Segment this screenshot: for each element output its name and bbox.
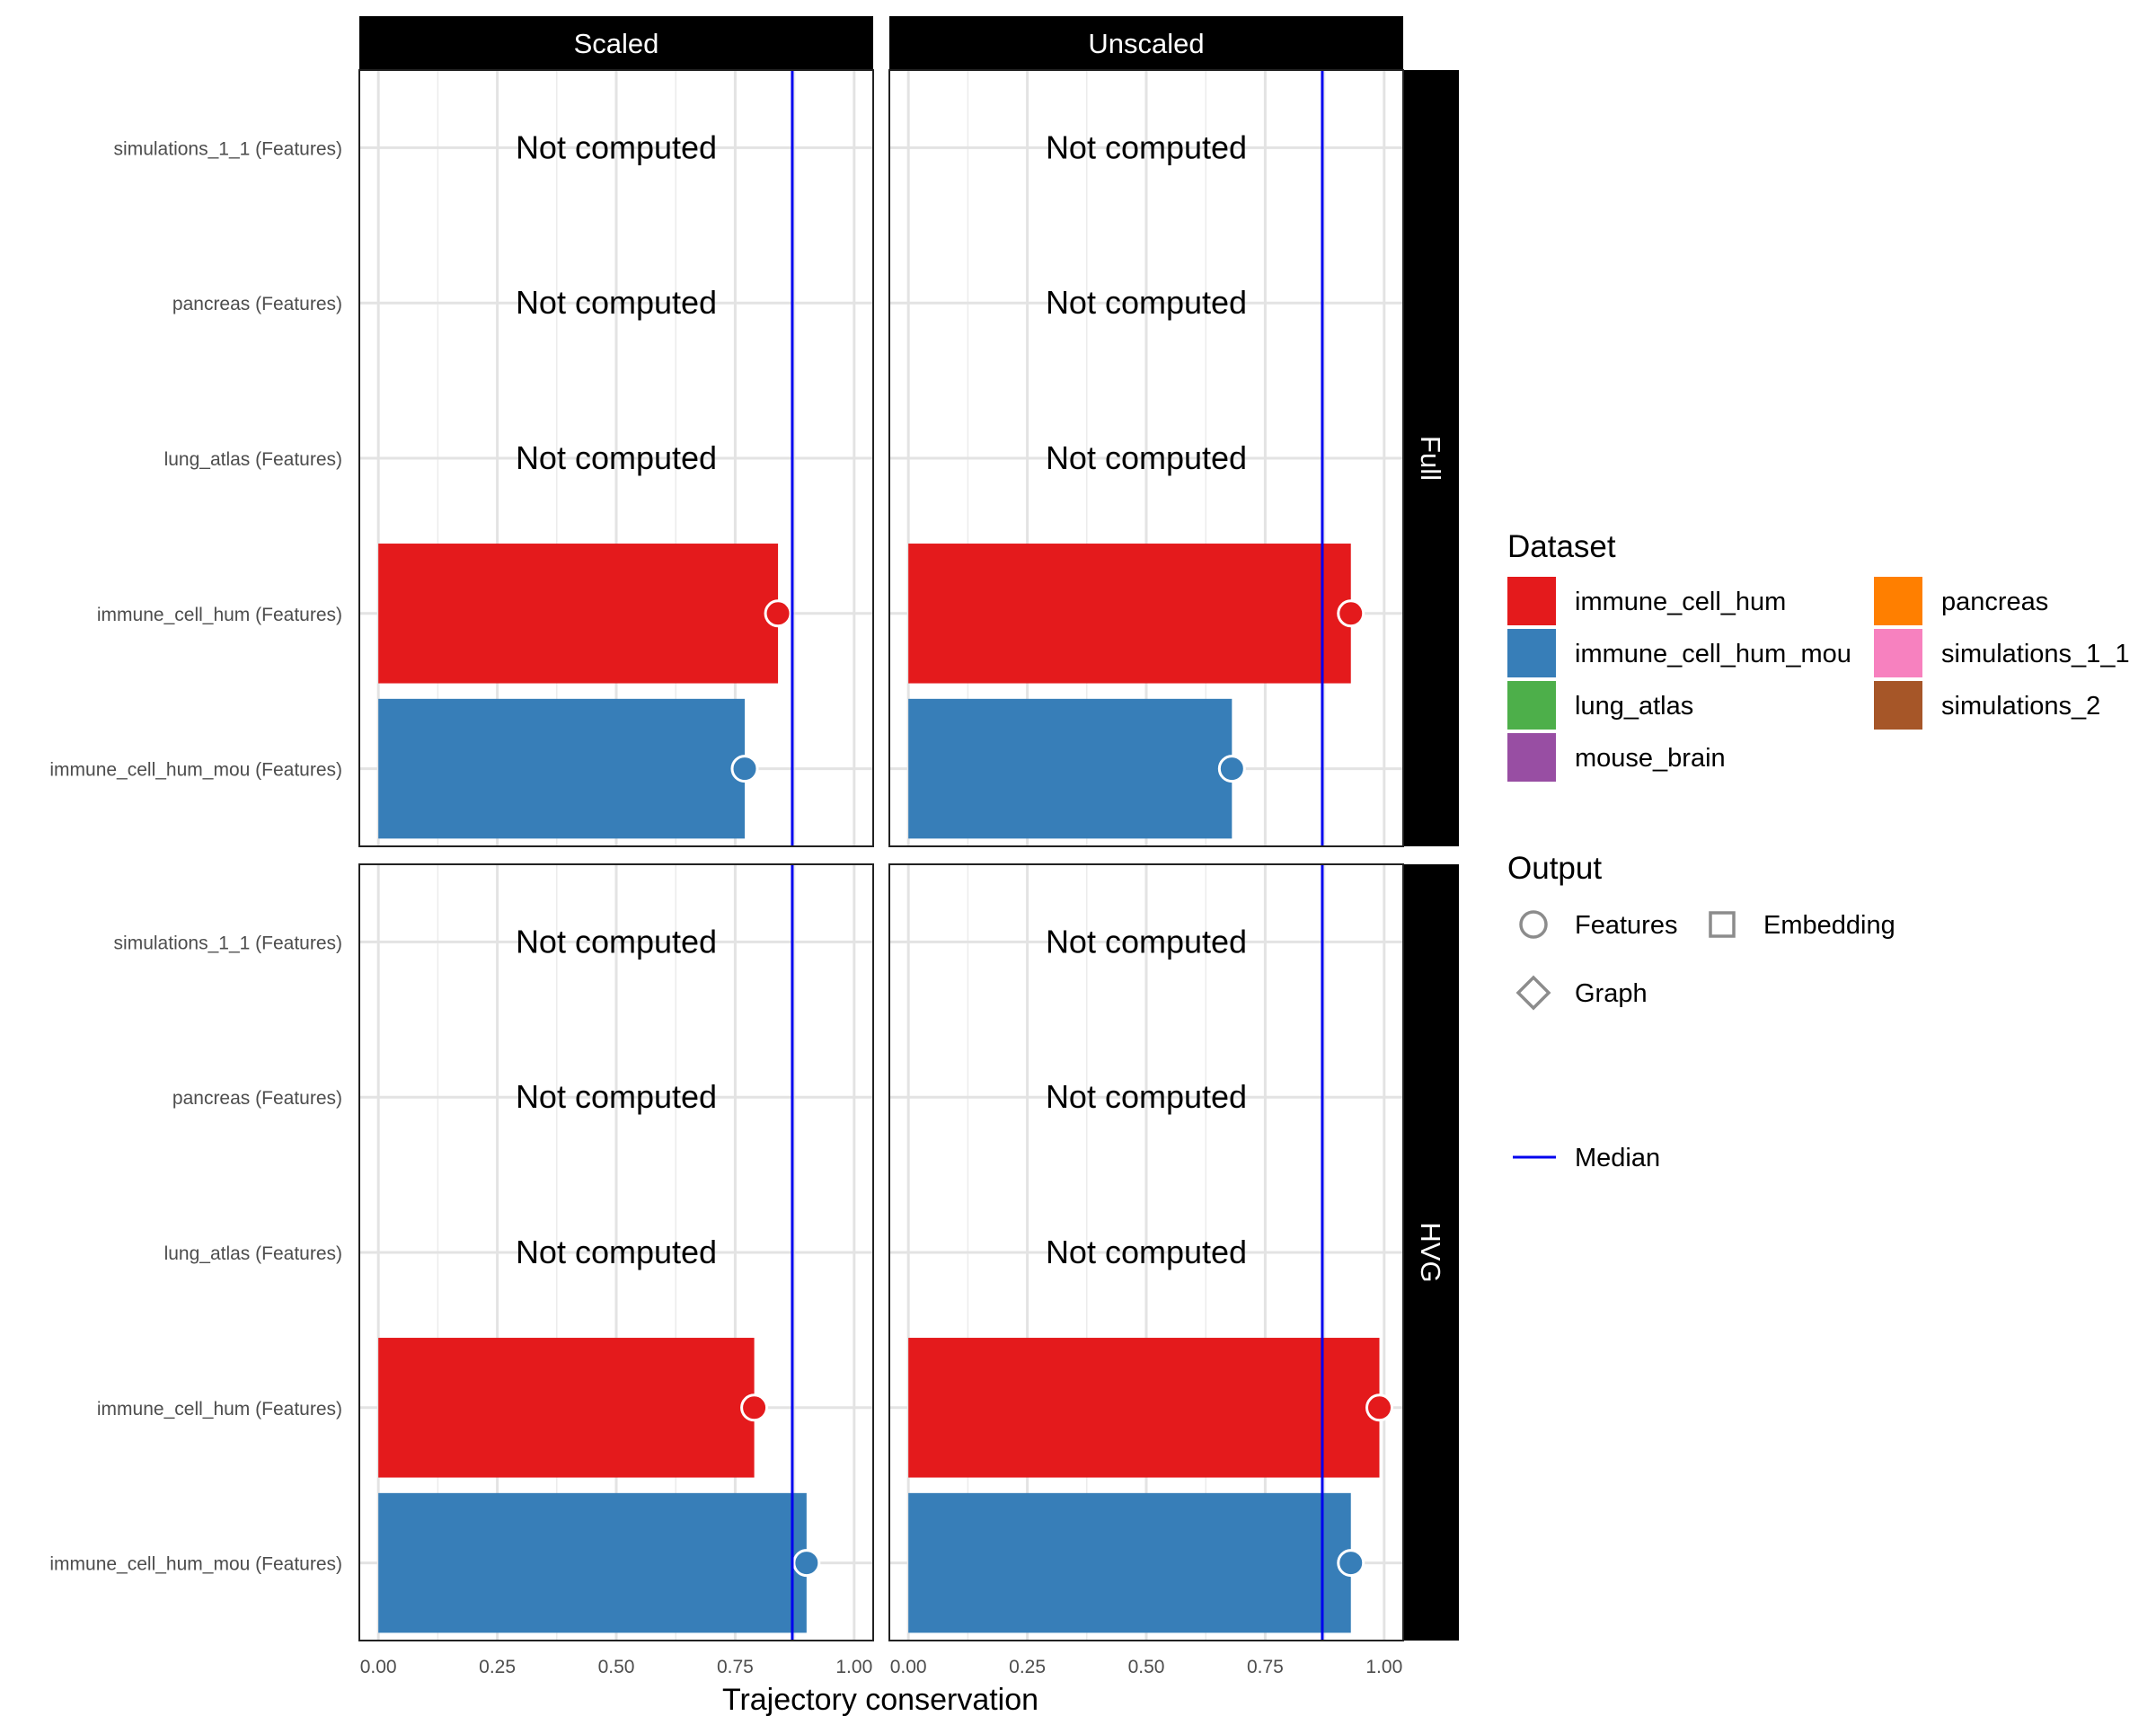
x-tick-label: 0.25: [479, 1657, 516, 1677]
legend-label-lung-atlas: lung_atlas: [1575, 692, 1693, 721]
point-features: [1217, 755, 1246, 783]
panel-border: [358, 863, 874, 1641]
x-tick-label: 0.75: [1247, 1657, 1284, 1677]
panel-border: [358, 69, 874, 847]
legend-label-median: Median: [1575, 1144, 1660, 1172]
legend-label-embedding: Embedding: [1763, 911, 1895, 940]
legend-title-dataset: Dataset: [1507, 529, 1616, 564]
x-tick-label: 0.50: [598, 1657, 635, 1677]
legend-shape-square: [1709, 911, 1736, 938]
point-features: [740, 1393, 769, 1422]
x-tick-label: 1.00: [835, 1657, 872, 1677]
y-tick-label: lung_atlas (Features): [164, 1243, 342, 1264]
facet-label-unscaled: Unscaled: [1088, 28, 1204, 59]
not-computed-label: Not computed: [1046, 128, 1247, 165]
x-tick-label: 0.25: [1009, 1657, 1046, 1677]
y-tick-label: lung_atlas (Features): [164, 449, 342, 470]
y-tick-label: immune_cell_hum (Features): [97, 1399, 342, 1420]
not-computed-label: Not computed: [516, 284, 717, 321]
legend-label-simulations-1-1: simulations_1_1: [1941, 640, 2130, 668]
legend-swatch-simulations-2: [1874, 681, 1922, 730]
panel-unscaled-full: Not computed Not computed Not computed: [888, 69, 1404, 847]
bar: [378, 698, 745, 839]
bar: [378, 1492, 807, 1633]
legend-swatch-lung-atlas: [1507, 681, 1556, 730]
not-computed-label: Not computed: [1046, 923, 1247, 960]
not-computed-label: Not computed: [1046, 1234, 1247, 1270]
x-tick-label: 0.50: [1128, 1657, 1165, 1677]
y-tick-label: immune_cell_hum_mou (Features): [49, 1554, 342, 1575]
bar: [378, 544, 779, 684]
facet-strip-hvg: [1403, 864, 1459, 1641]
x-tick-label: 0.00: [890, 1657, 927, 1677]
bar: [908, 1338, 1380, 1478]
not-computed-label: Not computed: [1046, 439, 1247, 476]
point-features: [1337, 1549, 1365, 1578]
legend-swatch-immune-cell-hum: [1507, 577, 1556, 625]
x-tick-label: 1.00: [1365, 1657, 1402, 1677]
panel-border: [888, 863, 1404, 1641]
facet-label-full: Full: [1415, 436, 1446, 481]
point-features: [1365, 1393, 1394, 1422]
legend-swatch-pancreas: [1874, 577, 1922, 625]
point-features: [764, 599, 792, 628]
bar: [908, 698, 1233, 839]
y-tick-label: simulations_1_1 (Features): [114, 933, 342, 953]
not-computed-label: Not computed: [516, 128, 717, 165]
facet-strip-unscaled: [889, 16, 1403, 70]
panel-scaled-full: Not computed Not computed Not computed: [358, 69, 874, 847]
legend-label-mouse-brain: mouse_brain: [1575, 744, 1726, 773]
not-computed-label: Not computed: [516, 1234, 717, 1270]
not-computed-label: Not computed: [516, 1078, 717, 1115]
legend-label-immune-cell-hum: immune_cell_hum: [1575, 588, 1786, 616]
bar: [908, 1492, 1351, 1633]
x-tick-label: 0.00: [360, 1657, 397, 1677]
x-tick-label: 0.75: [717, 1657, 754, 1677]
point-features: [730, 755, 759, 783]
point-features: [1337, 599, 1365, 628]
legend-shape-circle: [1519, 910, 1548, 939]
y-tick-label: immune_cell_hum_mou (Features): [49, 760, 342, 781]
x-axis-title: Trajectory conservation: [722, 1683, 1038, 1717]
bar: [908, 544, 1351, 684]
facet-label-hvg: HVG: [1415, 1222, 1446, 1282]
panel-border: [888, 69, 1404, 847]
not-computed-label: Not computed: [1046, 1078, 1247, 1115]
legend-label-simulations-2: simulations_2: [1941, 692, 2100, 721]
legend-swatch-immune-cell-hum-mou: [1507, 629, 1556, 677]
y-tick-label: pancreas (Features): [172, 1088, 342, 1109]
y-tick-label: immune_cell_hum (Features): [97, 605, 342, 625]
legend-title-output: Output: [1507, 851, 1602, 886]
not-computed-label: Not computed: [516, 923, 717, 960]
legend-swatch-simulations-1-1: [1874, 629, 1922, 677]
y-tick-label: simulations_1_1 (Features): [114, 138, 342, 159]
facet-strip-scaled: [359, 16, 873, 70]
not-computed-label: Not computed: [516, 439, 717, 476]
legend-label-graph: Graph: [1575, 979, 1648, 1008]
panel-unscaled-hvg: Not computed Not computed Not computed: [888, 863, 1404, 1641]
not-computed-label: Not computed: [1046, 284, 1247, 321]
point-features: [792, 1549, 821, 1578]
facet-label-scaled: Scaled: [574, 28, 659, 59]
legend-label-immune-cell-hum-mou: immune_cell_hum_mou: [1575, 640, 1851, 668]
bar: [378, 1338, 755, 1478]
legend-label-features: Features: [1575, 911, 1677, 940]
legend-swatch-mouse-brain: [1507, 733, 1556, 782]
panel-scaled-hvg: Not computed Not computed Not computed: [358, 863, 874, 1641]
y-tick-label: pancreas (Features): [172, 294, 342, 314]
legend-shape-diamond: [1515, 975, 1551, 1011]
facet-strip-full: [1403, 70, 1459, 846]
legend-label-pancreas: pancreas: [1941, 588, 2048, 616]
